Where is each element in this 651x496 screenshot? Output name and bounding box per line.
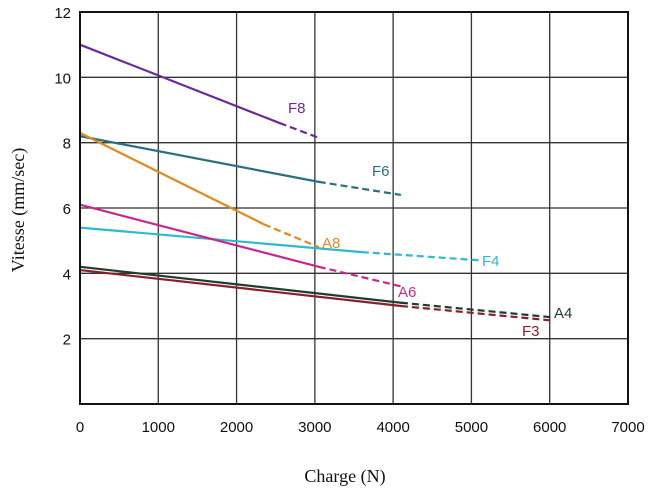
plot-frame [79, 11, 629, 405]
series-f6-solid-line [78, 135, 320, 183]
x-tick-label: 4000 [376, 419, 409, 436]
series-f8 [78, 43, 320, 139]
series-label-f3: F3 [522, 323, 540, 340]
series-label-f4: F4 [482, 253, 500, 270]
series-f3 [78, 268, 554, 322]
series-label-a6: A6 [398, 284, 416, 301]
x-tick-label: 1000 [142, 419, 175, 436]
series-label-a4: A4 [554, 305, 572, 322]
x-tick-label: 5000 [455, 419, 488, 436]
series-f6-dashed-line [318, 180, 402, 197]
x-tick-label: 2000 [220, 419, 253, 436]
series-a4-solid-line [78, 265, 403, 304]
x-tick-labels: 0 1000 2000 3000 4000 5000 6000 7000 [76, 419, 645, 436]
series-f6 [78, 135, 402, 197]
series-f3-solid-line [78, 268, 403, 308]
chart-grid [80, 12, 628, 404]
y-axis-label: Vitesse (mm/sec) [8, 148, 29, 272]
series-a4-dashed-line [400, 301, 554, 319]
x-tick-label: 6000 [533, 419, 566, 436]
series-label-f8: F8 [288, 100, 306, 117]
x-tick-label: 7000 [611, 419, 644, 436]
y-tick-label: 8 [63, 136, 71, 153]
series-f4-solid-line [78, 226, 363, 254]
series-label-a8: A8 [322, 235, 340, 252]
y-tick-labels: 2 4 6 8 10 12 [54, 5, 71, 349]
series-a4 [78, 265, 554, 319]
x-axis-label: Charge (N) [304, 466, 385, 487]
series-a6 [78, 203, 402, 288]
series-f4 [78, 226, 480, 262]
series-labels: F8 F6 A8 F4 A6 A4 F3 [288, 100, 572, 340]
y-tick-label: 12 [54, 5, 71, 22]
series-f3-dashed-line [400, 304, 554, 322]
y-tick-label: 10 [54, 70, 71, 87]
series-a6-solid-line [78, 203, 320, 268]
series-a6-dashed-line [318, 265, 402, 288]
series-label-f6: F6 [372, 163, 390, 180]
series-a8-solid-line [78, 131, 266, 226]
y-tick-label: 4 [63, 266, 71, 283]
y-tick-label: 6 [63, 201, 71, 218]
x-tick-label: 0 [76, 419, 84, 436]
series-a8 [78, 131, 320, 249]
series-f8-dashed-line [279, 122, 320, 139]
chart-series [78, 43, 554, 322]
series-f8-solid-line [78, 43, 281, 125]
series-a8-dashed-line [263, 223, 320, 249]
y-tick-label: 2 [63, 332, 71, 349]
series-f4-dashed-line [361, 251, 480, 262]
x-tick-label: 3000 [298, 419, 331, 436]
